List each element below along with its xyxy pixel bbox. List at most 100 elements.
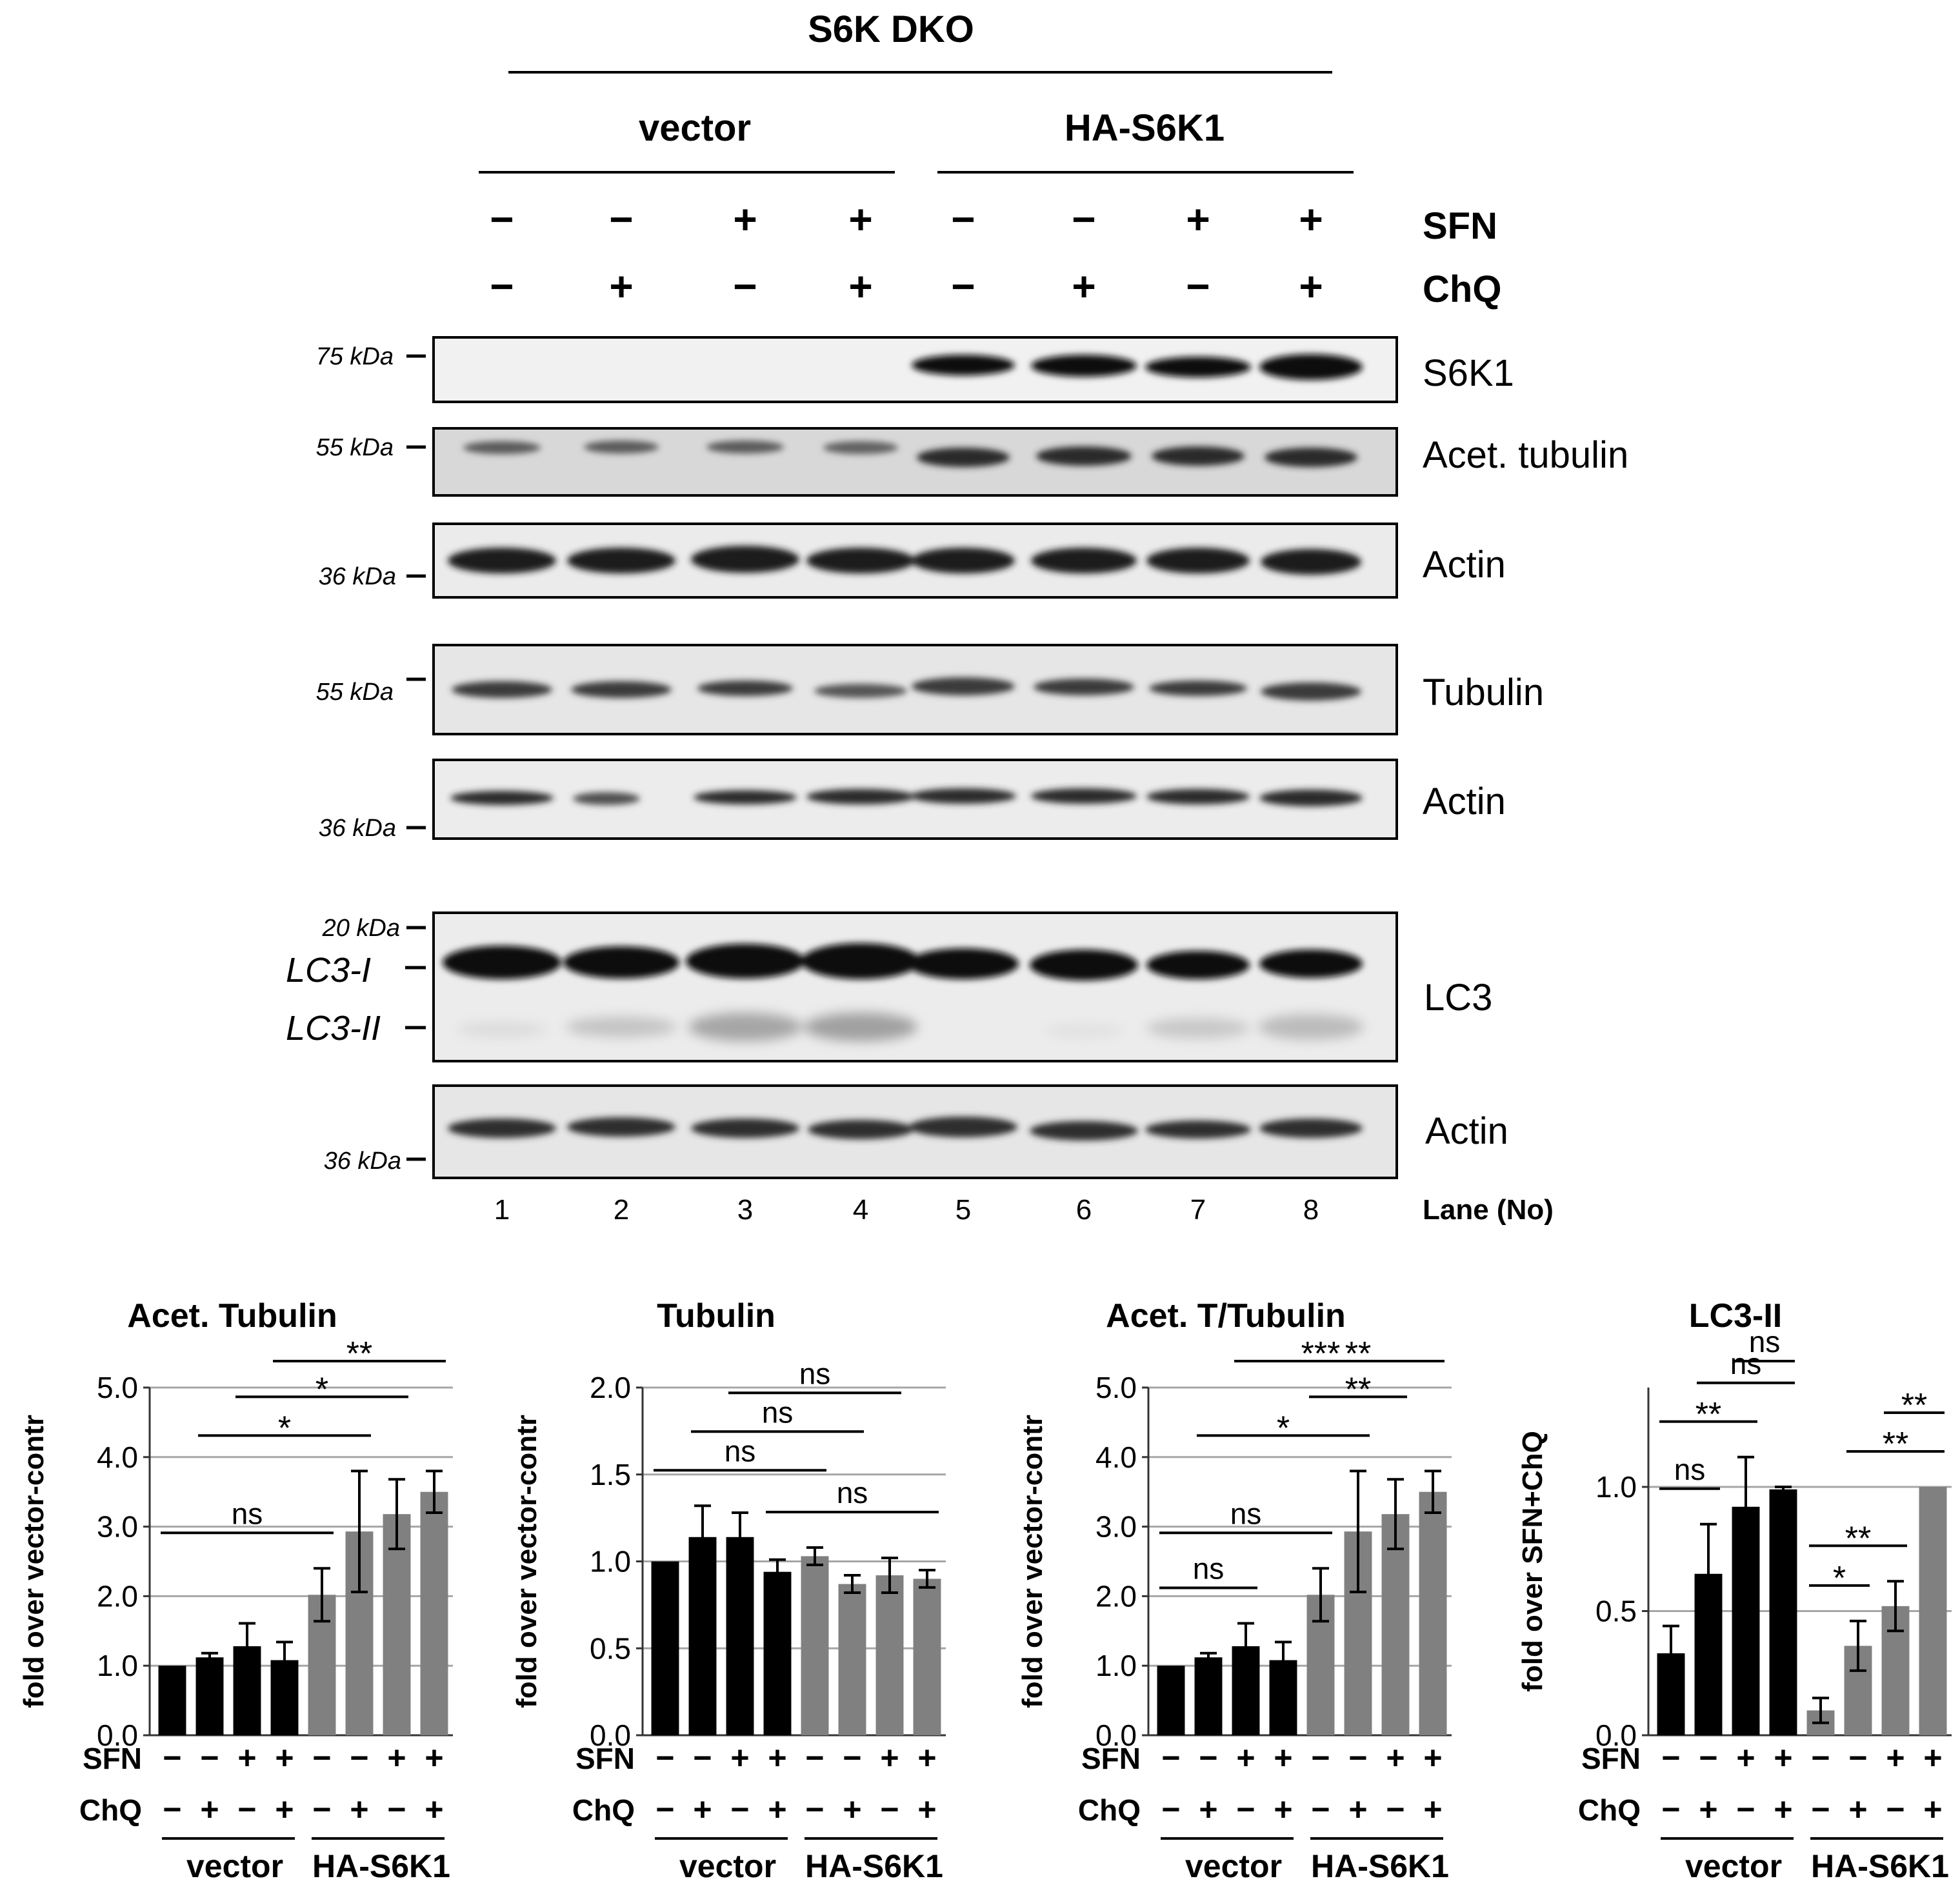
chq-sign: − (490, 263, 514, 310)
lane-number: 8 (1303, 1194, 1319, 1226)
blot-actin-1: 36 kDa Actin (319, 523, 1506, 599)
significance-label: *** (1301, 1335, 1341, 1373)
chq-sign: + (917, 1791, 936, 1827)
blot-actin-2: 36 kDa Actin (319, 759, 1506, 842)
marker-36kda-2: 36 kDa (319, 815, 396, 842)
chq-sign: + (1423, 1791, 1442, 1827)
chq-sign: − (237, 1791, 256, 1827)
blot-lc3: 20 kDa LC3-I LC3-II LC3 (286, 911, 1492, 1062)
chq-sign: − (387, 1791, 406, 1827)
blot-tubulin: 55 kDa Tubulin (316, 644, 1544, 735)
marker-55kda-2: 55 kDa (316, 679, 394, 706)
y-tick-label: 1.5 (590, 1458, 631, 1491)
significance-label: ns (837, 1476, 868, 1509)
group-label-vector: vector (186, 1848, 283, 1884)
y-tick-label: 0.5 (1595, 1595, 1637, 1628)
significance-label: ns (725, 1434, 756, 1468)
y-tick-label: 3.0 (97, 1510, 138, 1544)
chq-sign: − (1886, 1791, 1905, 1827)
y-tick-label: 0.0 (1595, 1718, 1637, 1752)
chart-2: Tubulin 0.0 0.5 1.0 1.5 2.0 fold over vector-c… (511, 1297, 946, 1884)
chart-title: LC3-II (1689, 1297, 1782, 1335)
y-tick-label: 0.5 (590, 1631, 631, 1665)
y-tick-label: 4.0 (1095, 1440, 1137, 1474)
y-tick-label: 0.0 (97, 1718, 138, 1752)
sfn-sign: − (1699, 1740, 1717, 1776)
lane-number: 5 (955, 1194, 971, 1226)
significance-label: ns (1674, 1453, 1706, 1486)
chart-title: Tubulin (657, 1297, 775, 1335)
sfn-sign: − (312, 1740, 331, 1776)
significance-label: * (315, 1371, 328, 1408)
sfn-sign: − (1311, 1740, 1330, 1776)
sfn-sign: − (951, 196, 975, 243)
sfn-sign: + (1186, 196, 1210, 243)
sfn-sign: + (848, 196, 872, 243)
blot-label-actin-3: Actin (1425, 1110, 1508, 1152)
chq-sign: + (768, 1791, 786, 1827)
bar (1381, 1514, 1410, 1735)
y-tick-label: 2.0 (1095, 1579, 1137, 1613)
chq-sign: − (1811, 1791, 1830, 1827)
sfn-sign: + (917, 1740, 936, 1776)
group-label-vector: vector (1185, 1848, 1282, 1884)
bar (726, 1537, 754, 1735)
sfn-sign: − (1811, 1740, 1830, 1776)
bar (1769, 1489, 1797, 1735)
s6k-dko-title: S6K DKO (808, 8, 974, 50)
x-row-label-sfn: SFN (575, 1742, 635, 1775)
chq-sign: − (730, 1791, 749, 1827)
chq-sign: − (655, 1791, 674, 1827)
significance-label: ** (1901, 1387, 1927, 1424)
bar (195, 1657, 224, 1735)
y-tick-label: 0.0 (590, 1718, 631, 1752)
bar (158, 1666, 186, 1735)
chq-sign: − (163, 1791, 181, 1827)
chart-3: Acet. T/Tubulin 0.0 1.0 2.0 3.0 4.0 5.0 fold ov… (1017, 1297, 1452, 1884)
chart-title: Acet. T/Tubulin (1106, 1297, 1346, 1335)
chq-sign: + (693, 1791, 712, 1827)
chq-sign: + (200, 1791, 219, 1827)
significance-label: ** (1883, 1426, 1908, 1463)
chq-sign: + (425, 1791, 443, 1827)
sfn-sign: + (1274, 1740, 1292, 1776)
lane-number-row: 1 2 3 4 5 6 7 8 (494, 1194, 1319, 1226)
group-label-ha: HA-S6K1 (1311, 1848, 1449, 1884)
sfn-sign: − (490, 196, 514, 243)
blot-label-actin-1: Actin (1423, 544, 1506, 586)
lane-number: 3 (737, 1194, 753, 1226)
y-tick-label: 5.0 (1095, 1371, 1137, 1404)
significance-label: ns (799, 1357, 831, 1390)
chq-sign: + (1199, 1791, 1217, 1827)
bar (875, 1575, 904, 1735)
x-row-label-sfn: SFN (83, 1742, 142, 1775)
chq-sign: − (1161, 1791, 1180, 1827)
sfn-sign: + (1236, 1740, 1255, 1776)
sfn-sign: + (880, 1740, 899, 1776)
y-tick-label: 1.0 (97, 1649, 138, 1682)
sfn-sign: − (843, 1740, 861, 1776)
sfn-sign: + (1923, 1740, 1942, 1776)
sfn-sign: − (163, 1740, 181, 1776)
y-tick-label: 2.0 (590, 1371, 631, 1404)
group-label-ha: HA-S6K1 (312, 1848, 450, 1884)
x-row-label-sfn: SFN (1581, 1742, 1641, 1775)
chq-sign: − (880, 1791, 899, 1827)
y-tick-label: 5.0 (97, 1371, 138, 1404)
group-label-ha: HA-S6K1 (805, 1848, 943, 1884)
significance-label: ns (1730, 1347, 1762, 1380)
group-label-vector: vector (679, 1848, 776, 1884)
chart-title: Acet. Tubulin (127, 1297, 337, 1335)
x-row-label-chq: ChQ (572, 1793, 635, 1827)
sfn-sign: + (1736, 1740, 1755, 1776)
chq-sign: − (1236, 1791, 1255, 1827)
y-tick-label: 1.0 (590, 1545, 631, 1578)
sfn-sign: + (1886, 1740, 1905, 1776)
sfn-sign: − (1072, 196, 1095, 243)
bar (383, 1514, 411, 1735)
group-ha-title: HA-S6K1 (1065, 107, 1225, 149)
y-axis-label: fold over vector-contr (18, 1415, 50, 1708)
chq-sign: − (1386, 1791, 1405, 1827)
x-row-label-chq: ChQ (79, 1793, 142, 1827)
sfn-sign: − (1848, 1740, 1867, 1776)
